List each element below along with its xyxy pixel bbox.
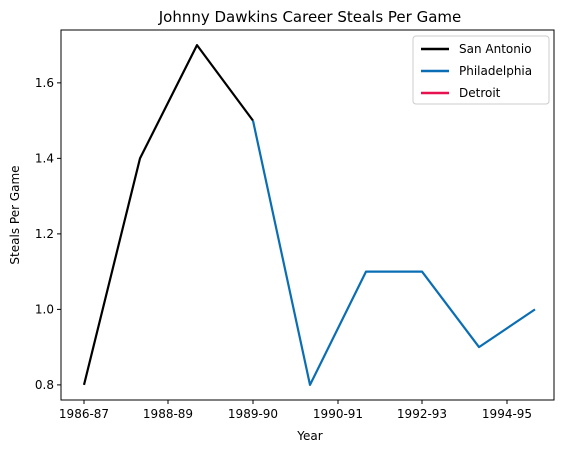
- legend: San Antonio Philadelphia Detroit: [412, 35, 550, 105]
- legend-box: [412, 35, 550, 105]
- series-line-san-antonio: [82, 43, 254, 386]
- x-tick-label: 1989-90: [228, 407, 278, 421]
- y-tick-label: 1.4: [35, 151, 54, 165]
- legend-label: San Antonio: [459, 42, 532, 56]
- x-tick-label: 1986-87: [59, 407, 109, 421]
- legend-label: Detroit: [459, 86, 501, 100]
- x-tick-label: 1988-89: [143, 407, 193, 421]
- x-axis: 1986-87 1988-89 1989-90 1990-91 1992-93 1994-…: [59, 400, 532, 421]
- y-tick-label: 1.2: [35, 227, 54, 241]
- series-lines: [82, 43, 536, 386]
- x-tick-label: 1992-93: [397, 407, 447, 421]
- plot-frame: [60, 29, 555, 401]
- chart-title: Johnny Dawkins Career Steals Per Game: [158, 8, 462, 26]
- x-tick-label: 1994-95: [482, 407, 532, 421]
- y-tick-label: 1.0: [35, 302, 54, 316]
- x-axis-label: Year: [296, 429, 322, 443]
- x-tick-label: 1990-91: [313, 407, 363, 421]
- y-axis: 0.8 1.0 1.2 1.4 1.6: [35, 76, 61, 392]
- legend-label: Philadelphia: [459, 64, 532, 78]
- y-axis-label: Steals Per Game: [8, 165, 22, 264]
- series-line-philadelphia: [251, 120, 536, 386]
- plot-area: [60, 29, 555, 401]
- y-tick-label: 0.8: [35, 378, 54, 392]
- y-tick-label: 1.6: [35, 76, 54, 90]
